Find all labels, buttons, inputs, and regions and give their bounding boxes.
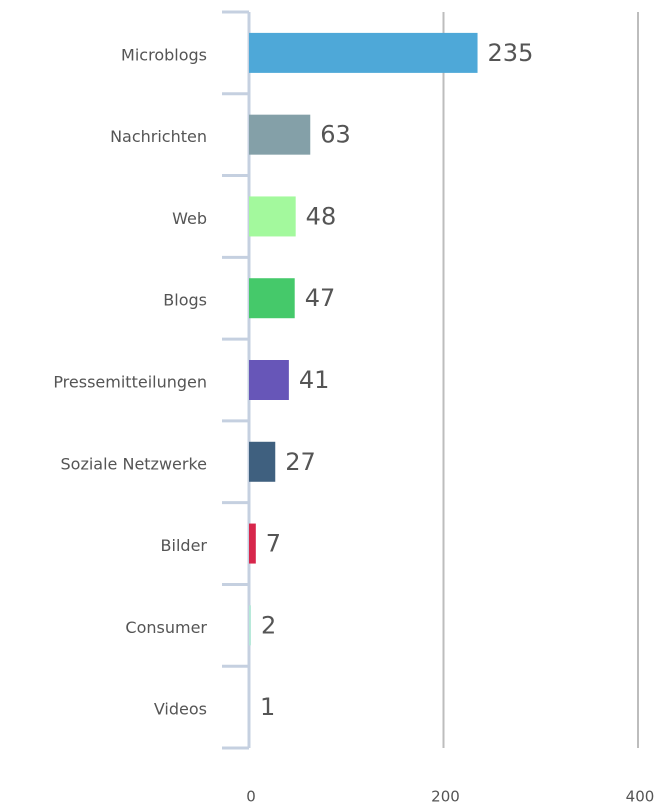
y-tick-label: Microblogs: [121, 45, 207, 64]
value-label: 27: [285, 448, 316, 476]
x-tick-label: 200: [431, 788, 460, 806]
bar: [249, 32, 478, 73]
value-label: 235: [488, 39, 534, 67]
value-label: 63: [320, 121, 351, 149]
bar: [249, 687, 250, 728]
value-label: 7: [266, 530, 281, 558]
x-tick-label: 400: [626, 788, 655, 806]
y-tick-label: Bilder: [161, 536, 208, 555]
y-tick-label: Nachrichten: [110, 127, 207, 146]
value-label: 48: [306, 202, 337, 230]
bar: [249, 196, 296, 237]
y-tick-label: Pressemitteilungen: [53, 373, 207, 392]
y-tick-label: Blogs: [163, 291, 207, 310]
bar: [249, 360, 289, 400]
bar: [249, 114, 311, 155]
value-label: 47: [305, 284, 336, 312]
bar: [249, 523, 256, 564]
bar: [249, 605, 251, 646]
y-tick-label: Soziale Netzwerke: [61, 454, 208, 473]
bar: [249, 441, 276, 482]
y-tick-label: Web: [172, 209, 207, 228]
y-tick-label: Consumer: [125, 618, 207, 637]
bar: [249, 278, 295, 319]
value-label: 1: [260, 693, 275, 721]
value-label: 2: [261, 611, 276, 639]
y-tick-label: Videos: [154, 700, 207, 719]
x-tick-label: 0: [246, 788, 256, 806]
value-label: 41: [299, 366, 330, 394]
